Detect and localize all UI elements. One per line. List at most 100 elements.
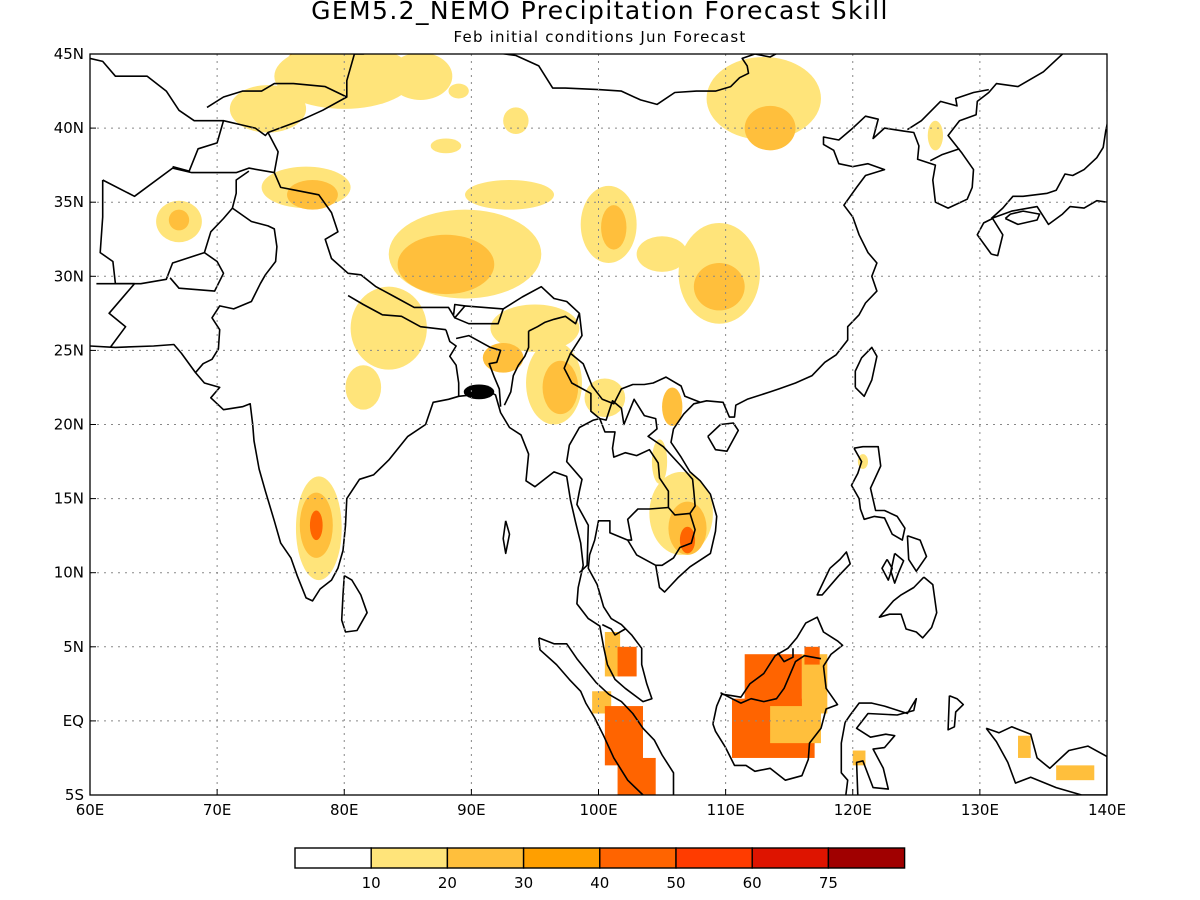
- legend-label: 40: [590, 874, 609, 892]
- lon-tick-label: 130E: [961, 801, 999, 819]
- lat-tick-label: 10N: [54, 564, 84, 582]
- country-border: [452, 303, 466, 315]
- country-border: [376, 0, 437, 45]
- skill-region: [287, 179, 338, 210]
- skill-region: [430, 138, 462, 154]
- country-border: [503, 331, 530, 406]
- coastline: [990, 121, 1107, 226]
- skill-region: [448, 83, 469, 99]
- coastline: [850, 445, 906, 541]
- country-border: [347, 294, 446, 331]
- country-border: [565, 417, 600, 574]
- country-border: [90, 57, 225, 172]
- legend-label: 20: [438, 874, 457, 892]
- coastline-layer: [90, 0, 1107, 795]
- country-border: [563, 353, 601, 420]
- skill-cell: [604, 706, 643, 766]
- legend-swatch: [370, 847, 449, 869]
- skill-shading-layer: [156, 54, 1095, 795]
- skill-region: [636, 236, 688, 272]
- country-border: [99, 180, 136, 348]
- skill-region: [542, 360, 579, 415]
- skill-region: [309, 510, 323, 541]
- coastline: [985, 726, 1107, 795]
- coastline: [906, 534, 928, 572]
- lat-tick-label: 25N: [54, 341, 84, 359]
- lon-tick-label: 110E: [707, 801, 745, 819]
- country-border: [906, 88, 989, 131]
- country-border: [655, 513, 696, 567]
- country-border: [601, 623, 626, 636]
- legend-swatch: [446, 847, 525, 869]
- country-border: [223, 119, 269, 137]
- country-border: [499, 54, 778, 106]
- skill-region: [927, 120, 944, 151]
- skill-region: [503, 107, 529, 135]
- map-subtitle: Feb initial conditions Jun Forecast: [453, 28, 747, 46]
- coastline: [712, 616, 844, 781]
- skill-region: [662, 387, 683, 426]
- lon-tick-label: 90E: [457, 801, 486, 819]
- country-border: [777, 648, 794, 663]
- legend-swatch: [294, 847, 372, 869]
- map-frame: [89, 53, 1108, 796]
- country-border: [929, 148, 960, 162]
- country-border: [599, 398, 696, 514]
- country-border: [194, 207, 278, 374]
- country-border: [354, 54, 367, 55]
- lon-tick-label: 120E: [834, 801, 872, 819]
- skill-region: [388, 54, 453, 100]
- gridlines: [89, 53, 1108, 796]
- skill-region: [345, 365, 382, 410]
- skill-region: [274, 54, 415, 109]
- legend-label: 50: [666, 874, 685, 892]
- lat-tick-label: 20N: [54, 416, 84, 434]
- coastline: [976, 217, 1004, 257]
- lon-tick-label: 140E: [1088, 801, 1126, 819]
- legend-swatch: [599, 847, 677, 869]
- map-title: GEM5.2_NEMO Precipitation Forecast Skill: [311, 0, 889, 25]
- coastline: [1106, 89, 1107, 93]
- skill-cell: [744, 654, 802, 707]
- country-border: [599, 418, 691, 516]
- skill-region: [693, 262, 745, 311]
- country-border: [528, 313, 581, 332]
- coastline: [890, 552, 905, 584]
- skill-cell: [1056, 765, 1095, 781]
- skill-region: [601, 205, 627, 250]
- lon-tick-label: 100E: [579, 801, 617, 819]
- lat-tick-label: 40N: [54, 119, 84, 137]
- legend-label: 10: [362, 874, 381, 892]
- skill-region: [465, 179, 555, 210]
- country-border: [720, 654, 822, 704]
- legend-swatch: [675, 847, 753, 869]
- coastline: [538, 637, 675, 795]
- coastline: [881, 559, 893, 581]
- country-border: [445, 329, 460, 397]
- country-border: [169, 251, 225, 292]
- skill-region: [651, 439, 668, 484]
- coastline: [707, 422, 740, 452]
- lon-tick-label: 80E: [330, 801, 359, 819]
- coastline: [340, 575, 368, 633]
- legend-label: 60: [743, 874, 762, 892]
- legend-swatch: [522, 847, 601, 869]
- coastline: [854, 346, 878, 398]
- lat-tick-label: 35N: [54, 193, 84, 211]
- coastline: [816, 551, 851, 596]
- skill-cell: [804, 646, 820, 665]
- coastline: [1004, 210, 1041, 226]
- coastline: [90, 54, 1064, 703]
- lat-tick-label: 15N: [54, 490, 84, 508]
- skill-cell: [617, 646, 637, 677]
- lon-tick-label: 70E: [203, 801, 232, 819]
- country-border: [206, 82, 348, 109]
- skill-region: [350, 286, 427, 370]
- legend-label: 30: [514, 874, 533, 892]
- country-border: [273, 172, 701, 405]
- coastline: [947, 694, 965, 731]
- lat-tick-label: 30N: [54, 267, 84, 285]
- skill-region: [482, 342, 524, 373]
- country-border: [455, 334, 502, 407]
